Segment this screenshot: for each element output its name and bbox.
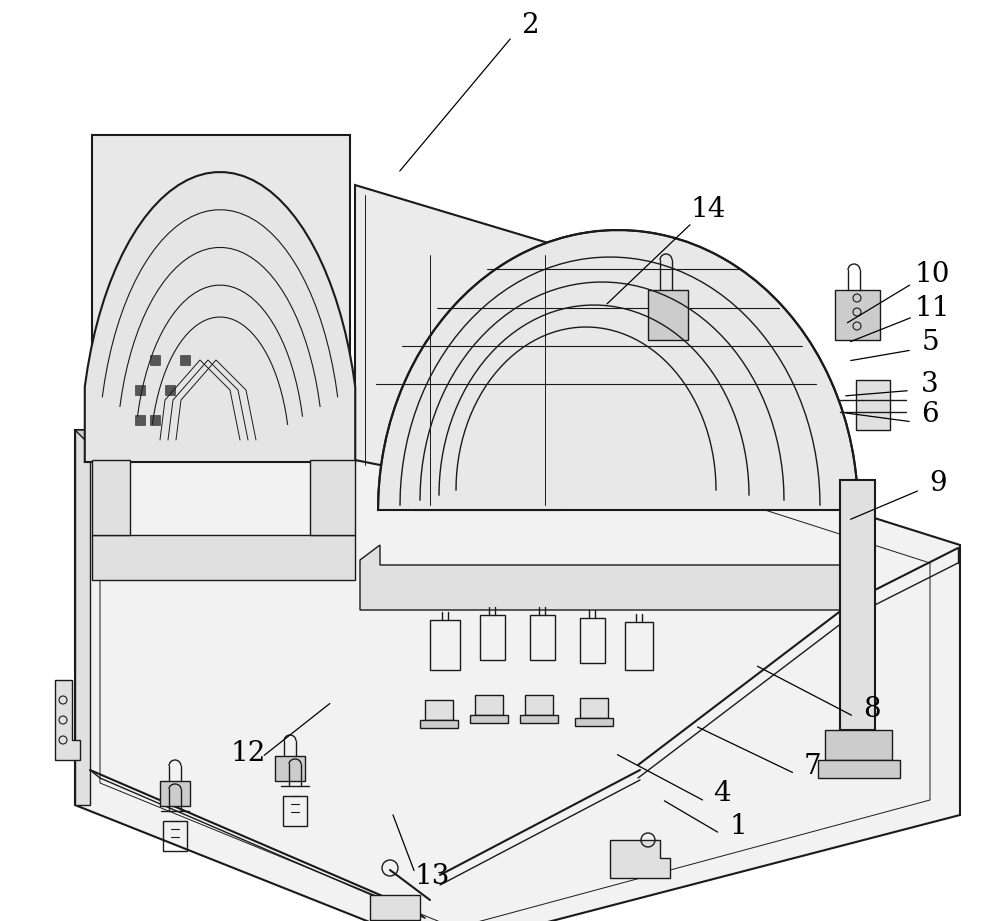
Bar — [150, 355, 160, 365]
Bar — [135, 415, 145, 425]
Bar — [580, 618, 605, 663]
Bar — [150, 415, 160, 425]
Polygon shape — [92, 135, 350, 460]
Polygon shape — [580, 698, 608, 718]
Polygon shape — [475, 695, 503, 715]
Polygon shape — [55, 680, 80, 760]
Polygon shape — [425, 700, 453, 720]
Bar — [163, 821, 187, 851]
Text: 1: 1 — [729, 812, 747, 840]
Bar — [530, 615, 555, 660]
Polygon shape — [378, 230, 858, 510]
Polygon shape — [470, 715, 508, 723]
Text: 6: 6 — [921, 401, 939, 428]
Polygon shape — [160, 781, 190, 806]
Bar — [430, 620, 460, 670]
Polygon shape — [575, 718, 613, 726]
Text: 7: 7 — [803, 752, 821, 780]
Text: 8: 8 — [863, 695, 881, 723]
Text: 12: 12 — [230, 740, 266, 767]
Polygon shape — [75, 430, 610, 445]
Text: 14: 14 — [690, 196, 726, 224]
Polygon shape — [310, 460, 355, 535]
Text: 11: 11 — [914, 295, 950, 322]
Bar — [283, 796, 307, 826]
Polygon shape — [85, 172, 355, 462]
Polygon shape — [818, 760, 900, 778]
Text: 13: 13 — [414, 863, 450, 891]
Bar — [135, 385, 145, 395]
Polygon shape — [840, 480, 875, 730]
Polygon shape — [92, 460, 130, 535]
Polygon shape — [610, 840, 670, 878]
Text: 5: 5 — [921, 329, 939, 356]
Bar — [625, 622, 653, 670]
Polygon shape — [520, 715, 558, 723]
Polygon shape — [75, 430, 960, 921]
Polygon shape — [525, 695, 553, 715]
Polygon shape — [825, 730, 892, 760]
Polygon shape — [75, 430, 90, 805]
Polygon shape — [360, 545, 870, 610]
Text: 3: 3 — [921, 371, 939, 399]
Polygon shape — [420, 720, 458, 728]
Bar — [165, 385, 175, 395]
Text: 10: 10 — [914, 261, 950, 288]
Polygon shape — [856, 380, 890, 430]
Text: 9: 9 — [929, 470, 947, 497]
Text: 2: 2 — [521, 12, 539, 40]
Polygon shape — [275, 756, 305, 781]
Polygon shape — [92, 535, 355, 580]
Polygon shape — [648, 290, 688, 340]
Polygon shape — [415, 250, 560, 510]
Text: 4: 4 — [713, 780, 731, 808]
Polygon shape — [835, 290, 880, 340]
Polygon shape — [370, 895, 420, 920]
Bar — [180, 355, 190, 365]
Polygon shape — [355, 185, 555, 500]
Bar — [480, 615, 505, 660]
